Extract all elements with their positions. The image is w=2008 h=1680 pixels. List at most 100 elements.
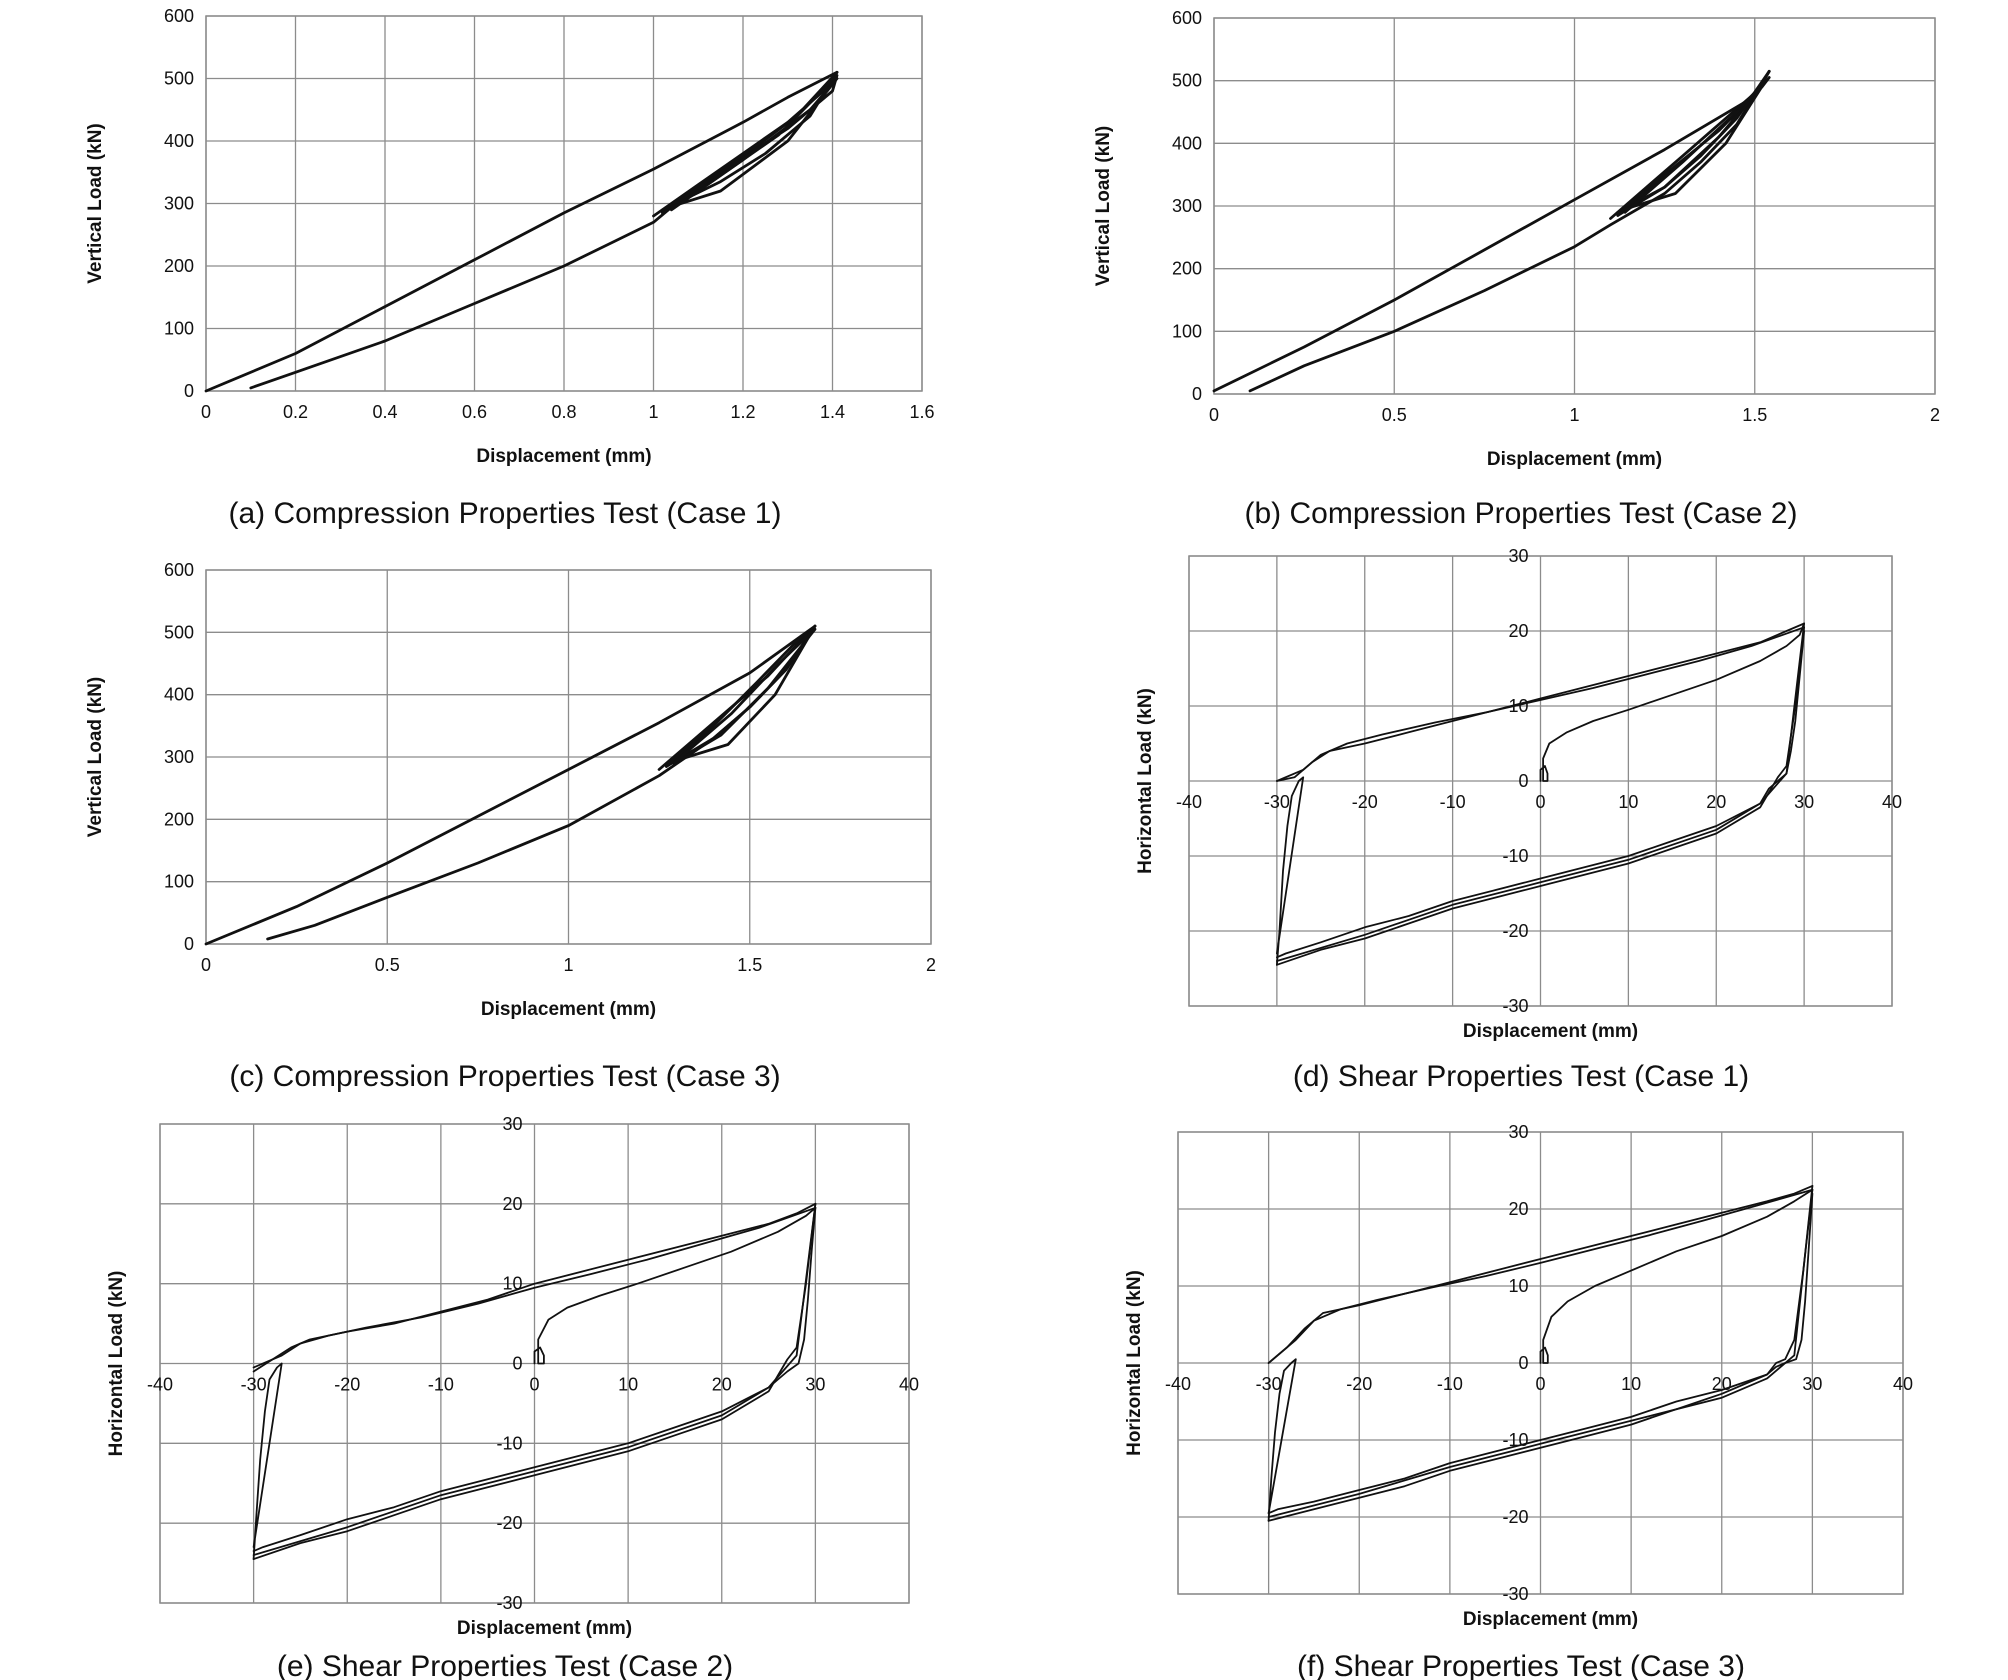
y-tick-label-a-2: 200 [164, 256, 194, 276]
caption-e: (e) Shear Properties Test (Case 2) [277, 1650, 733, 1680]
x-tick-label-a-7: 1.4 [820, 402, 845, 422]
x-tick-label-f-4: 0 [1535, 1374, 1545, 1394]
chart-c: (c) Compression Properties Test (Case 3)… [85, 560, 936, 1093]
x-tick-label-a-5: 1 [648, 402, 658, 422]
x-tick-label-a-6: 1.2 [730, 402, 755, 422]
y-axis-title-f: Horizontal Load (kN) [1124, 1270, 1145, 1456]
x-tick-label-e-6: 20 [712, 1375, 732, 1395]
chart-d: (d) Shear Properties Test (Case 1) -40 -3… [1135, 546, 1902, 1093]
series-line-e-0 [533, 1206, 817, 1365]
chart-a: (a) Compression Properties Test (Case 1)… [85, 6, 935, 530]
x-tick-label-c-1: 0.5 [375, 955, 400, 975]
x-tick-label-a-3: 0.6 [462, 402, 487, 422]
x-tick-label-d-8: 40 [1882, 792, 1902, 812]
y-tick-label-b-3: 300 [1172, 196, 1202, 216]
x-tick-label-f-0: -40 [1165, 1374, 1191, 1394]
series-line-e-5 [252, 1202, 817, 1556]
series-line-d-4 [1276, 626, 1805, 966]
x-tick-label-d-5: 10 [1618, 792, 1638, 812]
y-tick-label-c-4: 400 [164, 685, 194, 705]
series-line-d-6 [1276, 776, 1305, 966]
caption-c: (c) Compression Properties Test (Case 3) [229, 1060, 780, 1093]
x-tick-label-b-4: 2 [1930, 405, 1940, 425]
y-tick-label-e-0: -30 [496, 1593, 522, 1613]
chart-f: (f) Shear Properties Test (Case 3) -40 -3… [1124, 1122, 1913, 1680]
y-tick-label-e-6: 30 [502, 1114, 522, 1134]
y-tick-label-c-5: 500 [164, 622, 194, 642]
x-axis-title-a: Displacement (mm) [476, 446, 651, 467]
y-tick-label-f-5: 20 [1508, 1199, 1528, 1219]
series-line-f-0 [1539, 1188, 1814, 1364]
x-tick-label-d-0: -40 [1176, 792, 1202, 812]
y-axis-title-e: Horizontal Load (kN) [106, 1271, 127, 1457]
x-tick-label-c-2: 1 [563, 955, 573, 975]
plot-frame-f [1177, 1131, 1904, 1595]
x-tick-label-d-2: -20 [1352, 792, 1378, 812]
x-tick-label-e-3: -10 [428, 1375, 454, 1395]
y-tick-label-d-6: 30 [1508, 546, 1528, 566]
x-tick-label-f-3: -10 [1437, 1374, 1463, 1394]
series-line-d-0 [1539, 622, 1805, 782]
y-tick-label-c-1: 100 [164, 872, 194, 892]
y-tick-label-d-0: -30 [1502, 996, 1528, 1016]
y-tick-label-d-1: -20 [1502, 921, 1528, 941]
y-tick-label-f-3: 0 [1518, 1353, 1528, 1373]
y-tick-label-a-0: 0 [184, 381, 194, 401]
series-line-f-6 [1267, 1358, 1297, 1522]
series-line-e-4 [252, 1202, 817, 1560]
y-tick-label-b-6: 600 [1172, 8, 1202, 28]
x-tick-label-f-1: -30 [1256, 1374, 1282, 1394]
y-tick-label-a-3: 300 [164, 194, 194, 214]
x-tick-label-e-2: -20 [334, 1375, 360, 1395]
series-line-a-1 [249, 70, 839, 390]
plot-frame-b [1213, 17, 1936, 395]
series-line-c-0 [204, 624, 817, 946]
x-tick-label-f-7: 30 [1802, 1374, 1822, 1394]
x-tick-label-f-8: 40 [1893, 1374, 1913, 1394]
y-tick-label-d-2: -10 [1502, 846, 1528, 866]
y-tick-label-d-5: 20 [1508, 621, 1528, 641]
x-axis-title-e: Displacement (mm) [457, 1618, 632, 1639]
series-line-b-4 [1623, 79, 1767, 214]
x-tick-label-d-7: 30 [1794, 792, 1814, 812]
y-tick-label-c-2: 200 [164, 809, 194, 829]
x-tick-label-e-7: 30 [805, 1375, 825, 1395]
x-tick-label-b-2: 1 [1569, 405, 1579, 425]
caption-b: (b) Compression Properties Test (Case 2) [1245, 497, 1798, 530]
y-tick-label-c-3: 300 [164, 747, 194, 767]
y-tick-label-f-4: 10 [1508, 1276, 1528, 1296]
x-tick-label-b-0: 0 [1209, 405, 1219, 425]
x-tick-label-a-2: 0.4 [372, 402, 397, 422]
x-tick-label-d-6: 20 [1706, 792, 1726, 812]
caption-a: (a) Compression Properties Test (Case 1) [229, 497, 782, 530]
y-tick-label-f-1: -20 [1502, 1507, 1528, 1527]
x-tick-label-f-5: 10 [1621, 1374, 1641, 1394]
x-tick-label-b-1: 0.5 [1382, 405, 1407, 425]
x-tick-label-d-1: -30 [1264, 792, 1290, 812]
y-tick-label-b-4: 400 [1172, 133, 1202, 153]
x-tick-label-b-3: 1.5 [1742, 405, 1767, 425]
x-tick-label-d-4: 0 [1535, 792, 1545, 812]
y-tick-label-a-6: 600 [164, 6, 194, 26]
chart-e: (e) Shear Properties Test (Case 2) -40 -3… [106, 1114, 919, 1680]
plot-frame-e [159, 1123, 910, 1604]
x-tick-label-c-0: 0 [201, 955, 211, 975]
series-line-e-6 [252, 1362, 283, 1560]
y-tick-label-a-5: 500 [164, 69, 194, 89]
x-tick-label-d-3: -10 [1440, 792, 1466, 812]
series-line-c-3 [665, 627, 817, 768]
plot-frame-d [1188, 555, 1893, 1007]
y-axis-title-a: Vertical Load (kN) [85, 123, 106, 284]
y-tick-label-e-2: -10 [496, 1433, 522, 1453]
series-line-d-2 [1276, 626, 1805, 782]
x-tick-label-e-4: 0 [529, 1375, 539, 1395]
x-axis-title-f: Displacement (mm) [1463, 1609, 1638, 1630]
x-tick-label-a-4: 0.8 [551, 402, 576, 422]
y-tick-label-e-3: 0 [512, 1354, 522, 1374]
y-tick-label-f-0: -30 [1502, 1584, 1528, 1604]
series-line-e-3 [252, 1206, 817, 1552]
y-tick-label-e-1: -20 [496, 1513, 522, 1533]
x-tick-label-f-2: -20 [1346, 1374, 1372, 1394]
y-tick-label-e-5: 20 [502, 1194, 522, 1214]
x-tick-label-c-3: 1.5 [737, 955, 762, 975]
